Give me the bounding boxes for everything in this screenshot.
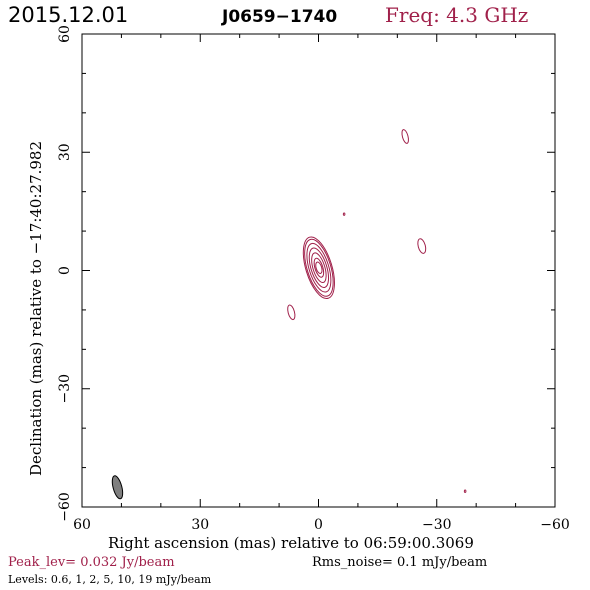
source-name: J0659−1740: [221, 7, 337, 27]
x-tick-label: 30: [191, 517, 209, 533]
core-contour: [302, 236, 335, 300]
contour-levels: Levels: 0.6, 1, 2, 5, 10, 19 mJy/beam: [8, 573, 212, 586]
x-axis-label: Right ascension (mas) relative to 06:59:…: [108, 534, 474, 552]
x-tick-labels: 60 30 0 −30 −60: [73, 517, 570, 533]
core-contour: [311, 252, 327, 284]
rms-noise: Rms_noise= 0.1 mJy/beam: [312, 555, 487, 570]
y-tick-label: −30: [57, 374, 73, 404]
y-tick-label: 60: [57, 25, 73, 43]
core-contour: [304, 238, 334, 297]
y-tick-label: −60: [57, 492, 73, 522]
core-contour: [306, 242, 332, 293]
peak-level: Peak_lev= 0.032 Jy/beam: [8, 555, 175, 570]
observation-date: 2015.12.01: [8, 3, 128, 27]
beam-ellipse: [111, 475, 124, 500]
core-contour: [315, 261, 323, 274]
y-tick-labels: −60 −30 0 30 60: [57, 25, 73, 522]
noise-contour: [417, 238, 427, 254]
noise-contour: [463, 489, 467, 493]
x-tick-label: 0: [314, 517, 323, 533]
contour-group: [111, 129, 467, 500]
y-tick-label: 30: [57, 143, 73, 161]
core-contour: [313, 257, 325, 278]
plot-frame: [81, 33, 556, 508]
x-tick-label: 60: [73, 517, 91, 533]
frequency-label: Freq: 4.3 GHz: [385, 3, 528, 27]
y-axis-label: Declination (mas) relative to −17:40:27.…: [27, 141, 45, 476]
core-contour: [308, 247, 330, 288]
y-tick-label: 0: [57, 266, 73, 275]
x-tick-label: −60: [540, 517, 570, 533]
noise-contour: [342, 212, 346, 216]
x-tick-label: −30: [422, 517, 452, 533]
noise-contour: [287, 304, 296, 321]
noise-contour: [401, 129, 409, 144]
axis-ticks: [81, 33, 556, 508]
